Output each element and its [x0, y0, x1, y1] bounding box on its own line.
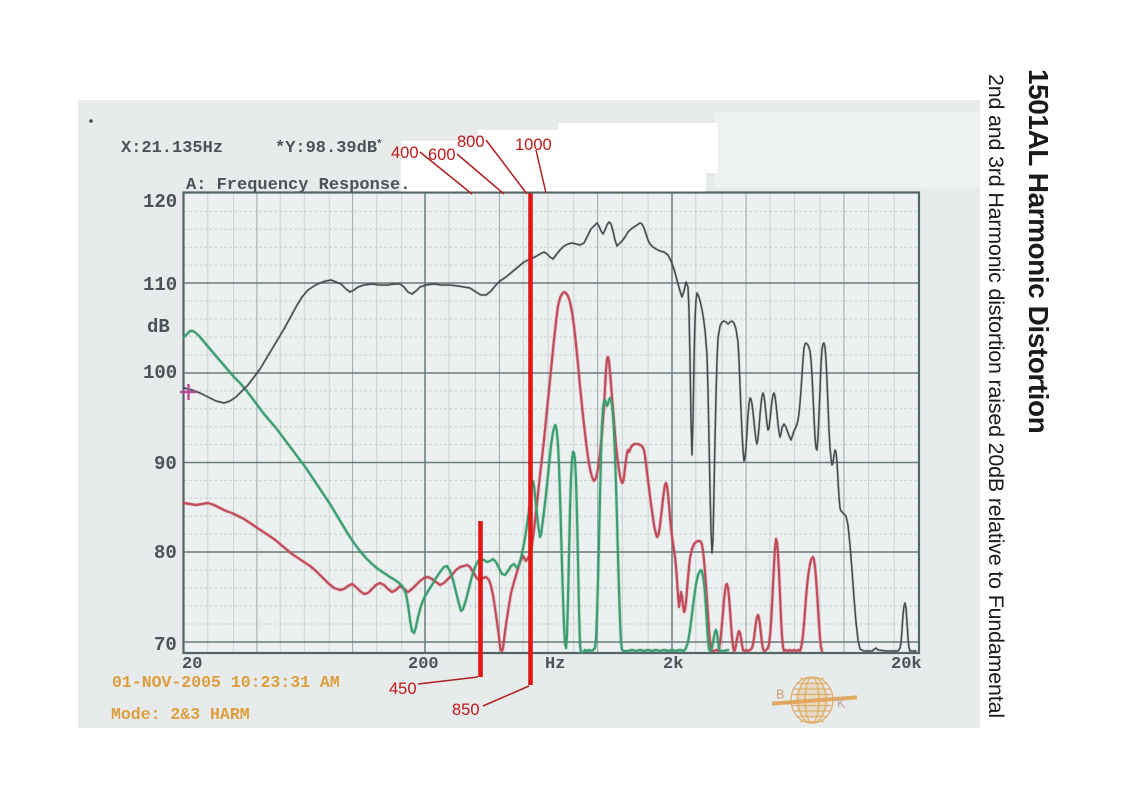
svg-text:90: 90 — [154, 453, 177, 475]
svg-text:70: 70 — [154, 634, 177, 656]
svg-text:A: Frequency Response.: A: Frequency Response. — [186, 176, 410, 195]
svg-text:80: 80 — [154, 542, 177, 564]
svg-text:01-NOV-2005 10:23:31 AM: 01-NOV-2005 10:23:31 AM — [112, 673, 340, 692]
svg-text:120: 120 — [143, 191, 177, 213]
svg-text:2k: 2k — [663, 655, 683, 674]
svg-text:*Y:98.39dB: *Y:98.39dB — [275, 139, 377, 158]
svg-text:600: 600 — [428, 146, 456, 164]
svg-text:Hz: Hz — [545, 655, 565, 674]
svg-text:100: 100 — [143, 362, 177, 384]
svg-text:850: 850 — [452, 701, 480, 719]
svg-text:K: K — [837, 697, 846, 711]
svg-text:20: 20 — [182, 655, 202, 674]
svg-text:400: 400 — [391, 144, 419, 162]
svg-text:110: 110 — [143, 274, 177, 296]
svg-text:450: 450 — [389, 680, 417, 698]
svg-text:*: * — [376, 139, 383, 151]
svg-text:20k: 20k — [891, 655, 922, 674]
svg-text:dB: dB — [147, 316, 170, 338]
svg-text:B: B — [776, 688, 784, 702]
svg-text:Mode: 2&3 HARM: Mode: 2&3 HARM — [111, 705, 250, 724]
svg-text:1000: 1000 — [515, 136, 552, 154]
svg-text:200: 200 — [408, 655, 439, 674]
svg-text:800: 800 — [457, 133, 485, 151]
svg-text:X:21.135Hz: X:21.135Hz — [121, 139, 223, 158]
